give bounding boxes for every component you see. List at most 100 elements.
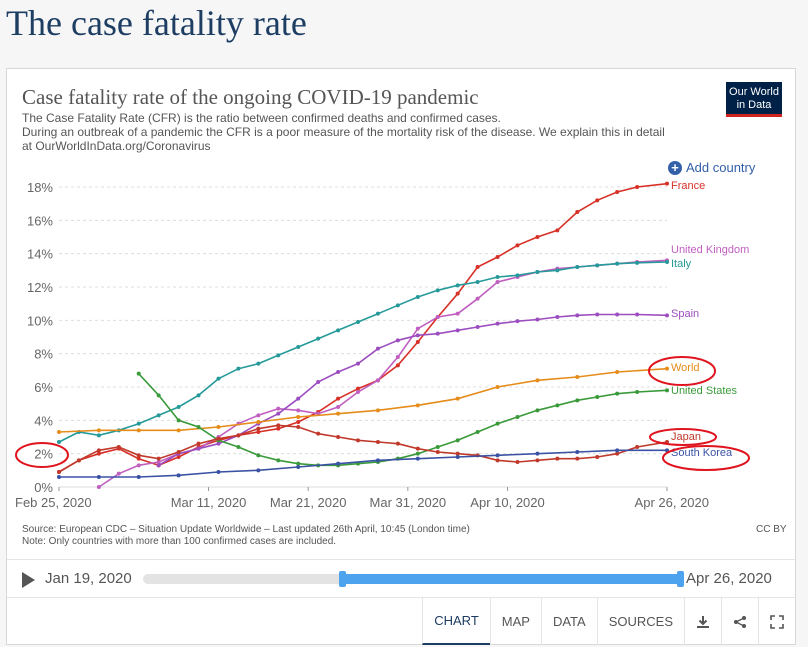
line-chart[interactable]: 0% 2% 4% 6% 8% 10% 12% 14% 16% 18% Feb 25, 2020 Mar…: [7, 69, 795, 519]
data-point: [336, 461, 341, 466]
data-point: [455, 328, 460, 333]
data-point: [57, 470, 61, 474]
owid-logo[interactable]: Our World in Data: [726, 82, 782, 117]
license-link[interactable]: CC BY: [756, 524, 787, 535]
y-tick-label: 4%: [34, 413, 53, 428]
data-point: [316, 336, 321, 341]
data-point: [495, 255, 500, 259]
data-point: [136, 453, 141, 458]
data-point: [495, 453, 500, 458]
data-point: [535, 458, 540, 463]
data-point: [555, 403, 560, 408]
data-point: [216, 441, 221, 446]
series-line: [59, 449, 667, 478]
data-point: [635, 260, 640, 265]
data-point: [216, 425, 221, 429]
data-point: [296, 465, 301, 469]
data-point: [515, 319, 520, 324]
timeline-end-label: Apr 26, 2020: [686, 570, 772, 587]
data-point: [296, 425, 301, 429]
chart-card: Case fatality rate of the ongoing COVID-…: [6, 68, 796, 645]
data-point: [515, 243, 520, 248]
data-point: [635, 185, 640, 189]
y-tick-label: 0%: [34, 480, 53, 495]
data-point: [615, 312, 620, 317]
data-point: [375, 378, 380, 383]
data-point: [435, 445, 440, 449]
data-point: [615, 190, 620, 194]
data-point: [216, 436, 221, 441]
data-point: [356, 390, 361, 394]
tab-data[interactable]: DATA: [540, 598, 597, 645]
data-point: [495, 275, 500, 279]
x-tick-label: Apr 10, 2020: [470, 495, 544, 510]
data-point: [575, 265, 580, 269]
data-point: [375, 458, 380, 463]
data-point: [316, 431, 321, 436]
download-icon[interactable]: [684, 598, 721, 645]
tab-chart[interactable]: CHART: [422, 598, 490, 645]
data-point: [57, 475, 61, 479]
data-point: [595, 312, 600, 317]
data-point: [176, 455, 181, 459]
data-point: [236, 445, 241, 449]
data-point: [395, 355, 400, 359]
data-point: [395, 338, 400, 343]
data-point: [336, 435, 341, 439]
tab-sources[interactable]: SOURCES: [596, 598, 684, 645]
add-country-button[interactable]: + Add country: [668, 160, 755, 175]
data-point: [635, 445, 640, 449]
timeline-start-handle[interactable]: [339, 571, 347, 587]
chart-title: Case fatality rate of the ongoing COVID-…: [22, 85, 479, 109]
data-point: [665, 366, 669, 371]
timeline-start-label: Jan 19, 2020: [45, 570, 132, 587]
data-point: [256, 468, 261, 473]
source-text: Source: European CDC – Situation Update …: [22, 524, 470, 535]
data-point: [96, 485, 101, 489]
timeline-track[interactable]: [143, 571, 684, 587]
data-point: [415, 456, 420, 461]
data-point: [375, 311, 380, 316]
data-point: [575, 456, 580, 461]
data-point: [415, 333, 420, 338]
data-point: [96, 475, 101, 479]
data-point: [455, 291, 460, 296]
annotation-ellipse: [662, 445, 750, 471]
data-point: [57, 430, 61, 434]
data-point: [515, 415, 520, 419]
data-point: [336, 328, 341, 333]
logo-line-1: Our World: [729, 86, 779, 98]
share-icon[interactable]: [721, 598, 758, 645]
data-point: [256, 453, 261, 458]
data-point: [665, 313, 669, 318]
data-point: [395, 303, 400, 308]
fullscreen-icon[interactable]: [758, 598, 795, 645]
data-point: [475, 325, 480, 329]
data-point: [595, 198, 600, 203]
series-label: Spain: [671, 308, 699, 320]
data-point: [296, 461, 301, 466]
data-point: [216, 376, 221, 381]
data-point: [136, 456, 141, 461]
data-point: [535, 270, 540, 274]
data-point: [76, 458, 81, 463]
timeline-end-handle[interactable]: [677, 571, 684, 587]
y-tick-label: 10%: [27, 313, 53, 328]
chart-sources: Source: European CDC – Situation Update …: [22, 524, 470, 548]
data-point: [495, 458, 500, 463]
series-line: [58, 182, 668, 473]
subtitle-line-2: During an outbreak of a pandemic the CFR…: [22, 125, 665, 153]
play-icon[interactable]: [22, 572, 35, 588]
tab-map[interactable]: MAP: [489, 598, 541, 645]
data-point: [116, 471, 121, 476]
data-point: [665, 181, 669, 186]
data-point: [57, 440, 61, 444]
data-point: [156, 463, 161, 468]
data-point: [615, 451, 620, 456]
data-point: [575, 313, 580, 318]
data-point: [276, 458, 281, 463]
page-title: The case fatality rate: [6, 3, 307, 43]
y-tick-label: 16%: [27, 213, 53, 228]
data-point: [495, 385, 500, 389]
data-point: [395, 363, 400, 368]
